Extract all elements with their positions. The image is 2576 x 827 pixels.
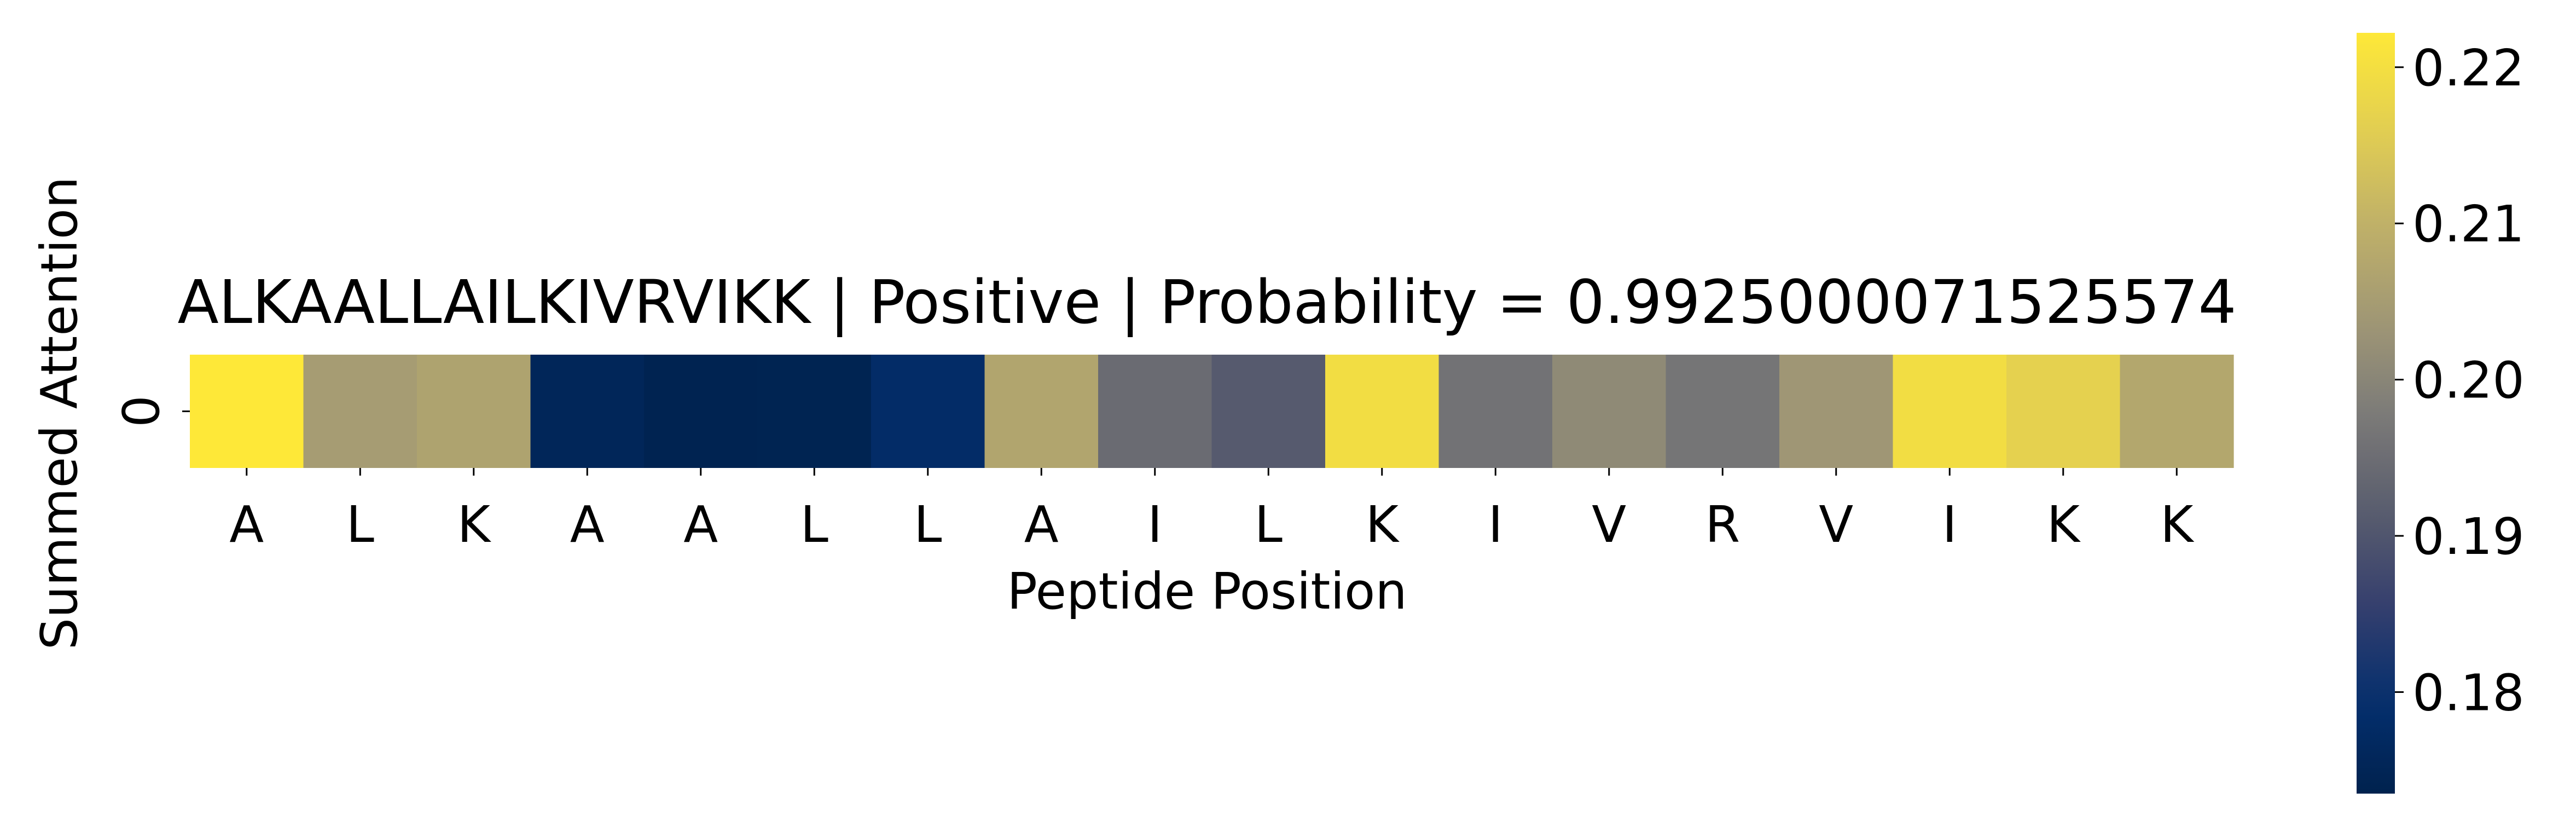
x-tick-label: L	[346, 495, 374, 554]
colorbar-tick-label: 0.19	[2412, 507, 2525, 566]
x-tick-label: I	[1488, 495, 1503, 554]
x-tick-label: L	[914, 495, 942, 554]
heatmap-cell	[2120, 355, 2234, 468]
heatmap-cell	[1098, 355, 1212, 468]
x-tick-label: I	[1147, 495, 1162, 554]
heatmap-cell	[2006, 355, 2121, 468]
colorbar-tick-label: 0.18	[2412, 663, 2525, 722]
colorbar-ticks: 0.18 0.19 0.20 0.21 0.22	[2395, 39, 2525, 722]
x-tick-label: A	[1024, 495, 1059, 554]
y-tick-label: 0	[112, 395, 171, 427]
heatmap-cell	[1552, 355, 1667, 468]
colorbar-tick-label: 0.22	[2412, 39, 2525, 97]
x-tick-label: V	[1819, 495, 1853, 554]
heatmap-cell	[1438, 355, 1553, 468]
heatmap-cell	[1666, 355, 1780, 468]
x-tick-label: V	[1592, 495, 1626, 554]
x-tick-label: L	[1255, 495, 1283, 554]
y-axis-label: Summed Attention	[30, 177, 89, 650]
heatmap-cell	[871, 355, 985, 468]
x-tick-label: K	[1366, 495, 1400, 554]
y-axis-ticks: 0	[112, 395, 190, 427]
x-tick-label: L	[800, 495, 828, 554]
heatmap-cell	[1325, 355, 1440, 468]
heatmap-cell	[1211, 355, 1326, 468]
heatmap-cell	[417, 355, 531, 468]
heatmap-cell	[303, 355, 417, 468]
colorbar-tick-label: 0.21	[2412, 195, 2525, 253]
x-tick-label: R	[1705, 495, 1740, 554]
heatmap-cell	[644, 355, 758, 468]
colorbar-tick-label: 0.20	[2412, 351, 2525, 410]
heatmap-cell	[530, 355, 645, 468]
heatmap-cells	[190, 355, 2234, 468]
colorbar	[2357, 33, 2395, 794]
x-tick-label: A	[229, 495, 264, 554]
x-tick-label: K	[2047, 495, 2081, 554]
x-tick-label: A	[683, 495, 718, 554]
x-tick-label: A	[570, 495, 605, 554]
x-tick-label: K	[457, 495, 492, 554]
heatmap-cell	[1893, 355, 2007, 468]
heatmap-cell	[190, 355, 304, 468]
heatmap-cell	[984, 355, 1099, 468]
heatmap-cell	[757, 355, 872, 468]
chart-title: ALKAALLAILKIVRVIKK | Positive | Probabil…	[178, 267, 2237, 338]
x-tick-label: K	[2160, 495, 2195, 554]
heatmap-cell	[1779, 355, 1894, 468]
x-axis-label: Peptide Position	[1007, 562, 1407, 621]
x-tick-label: I	[1942, 495, 1957, 554]
